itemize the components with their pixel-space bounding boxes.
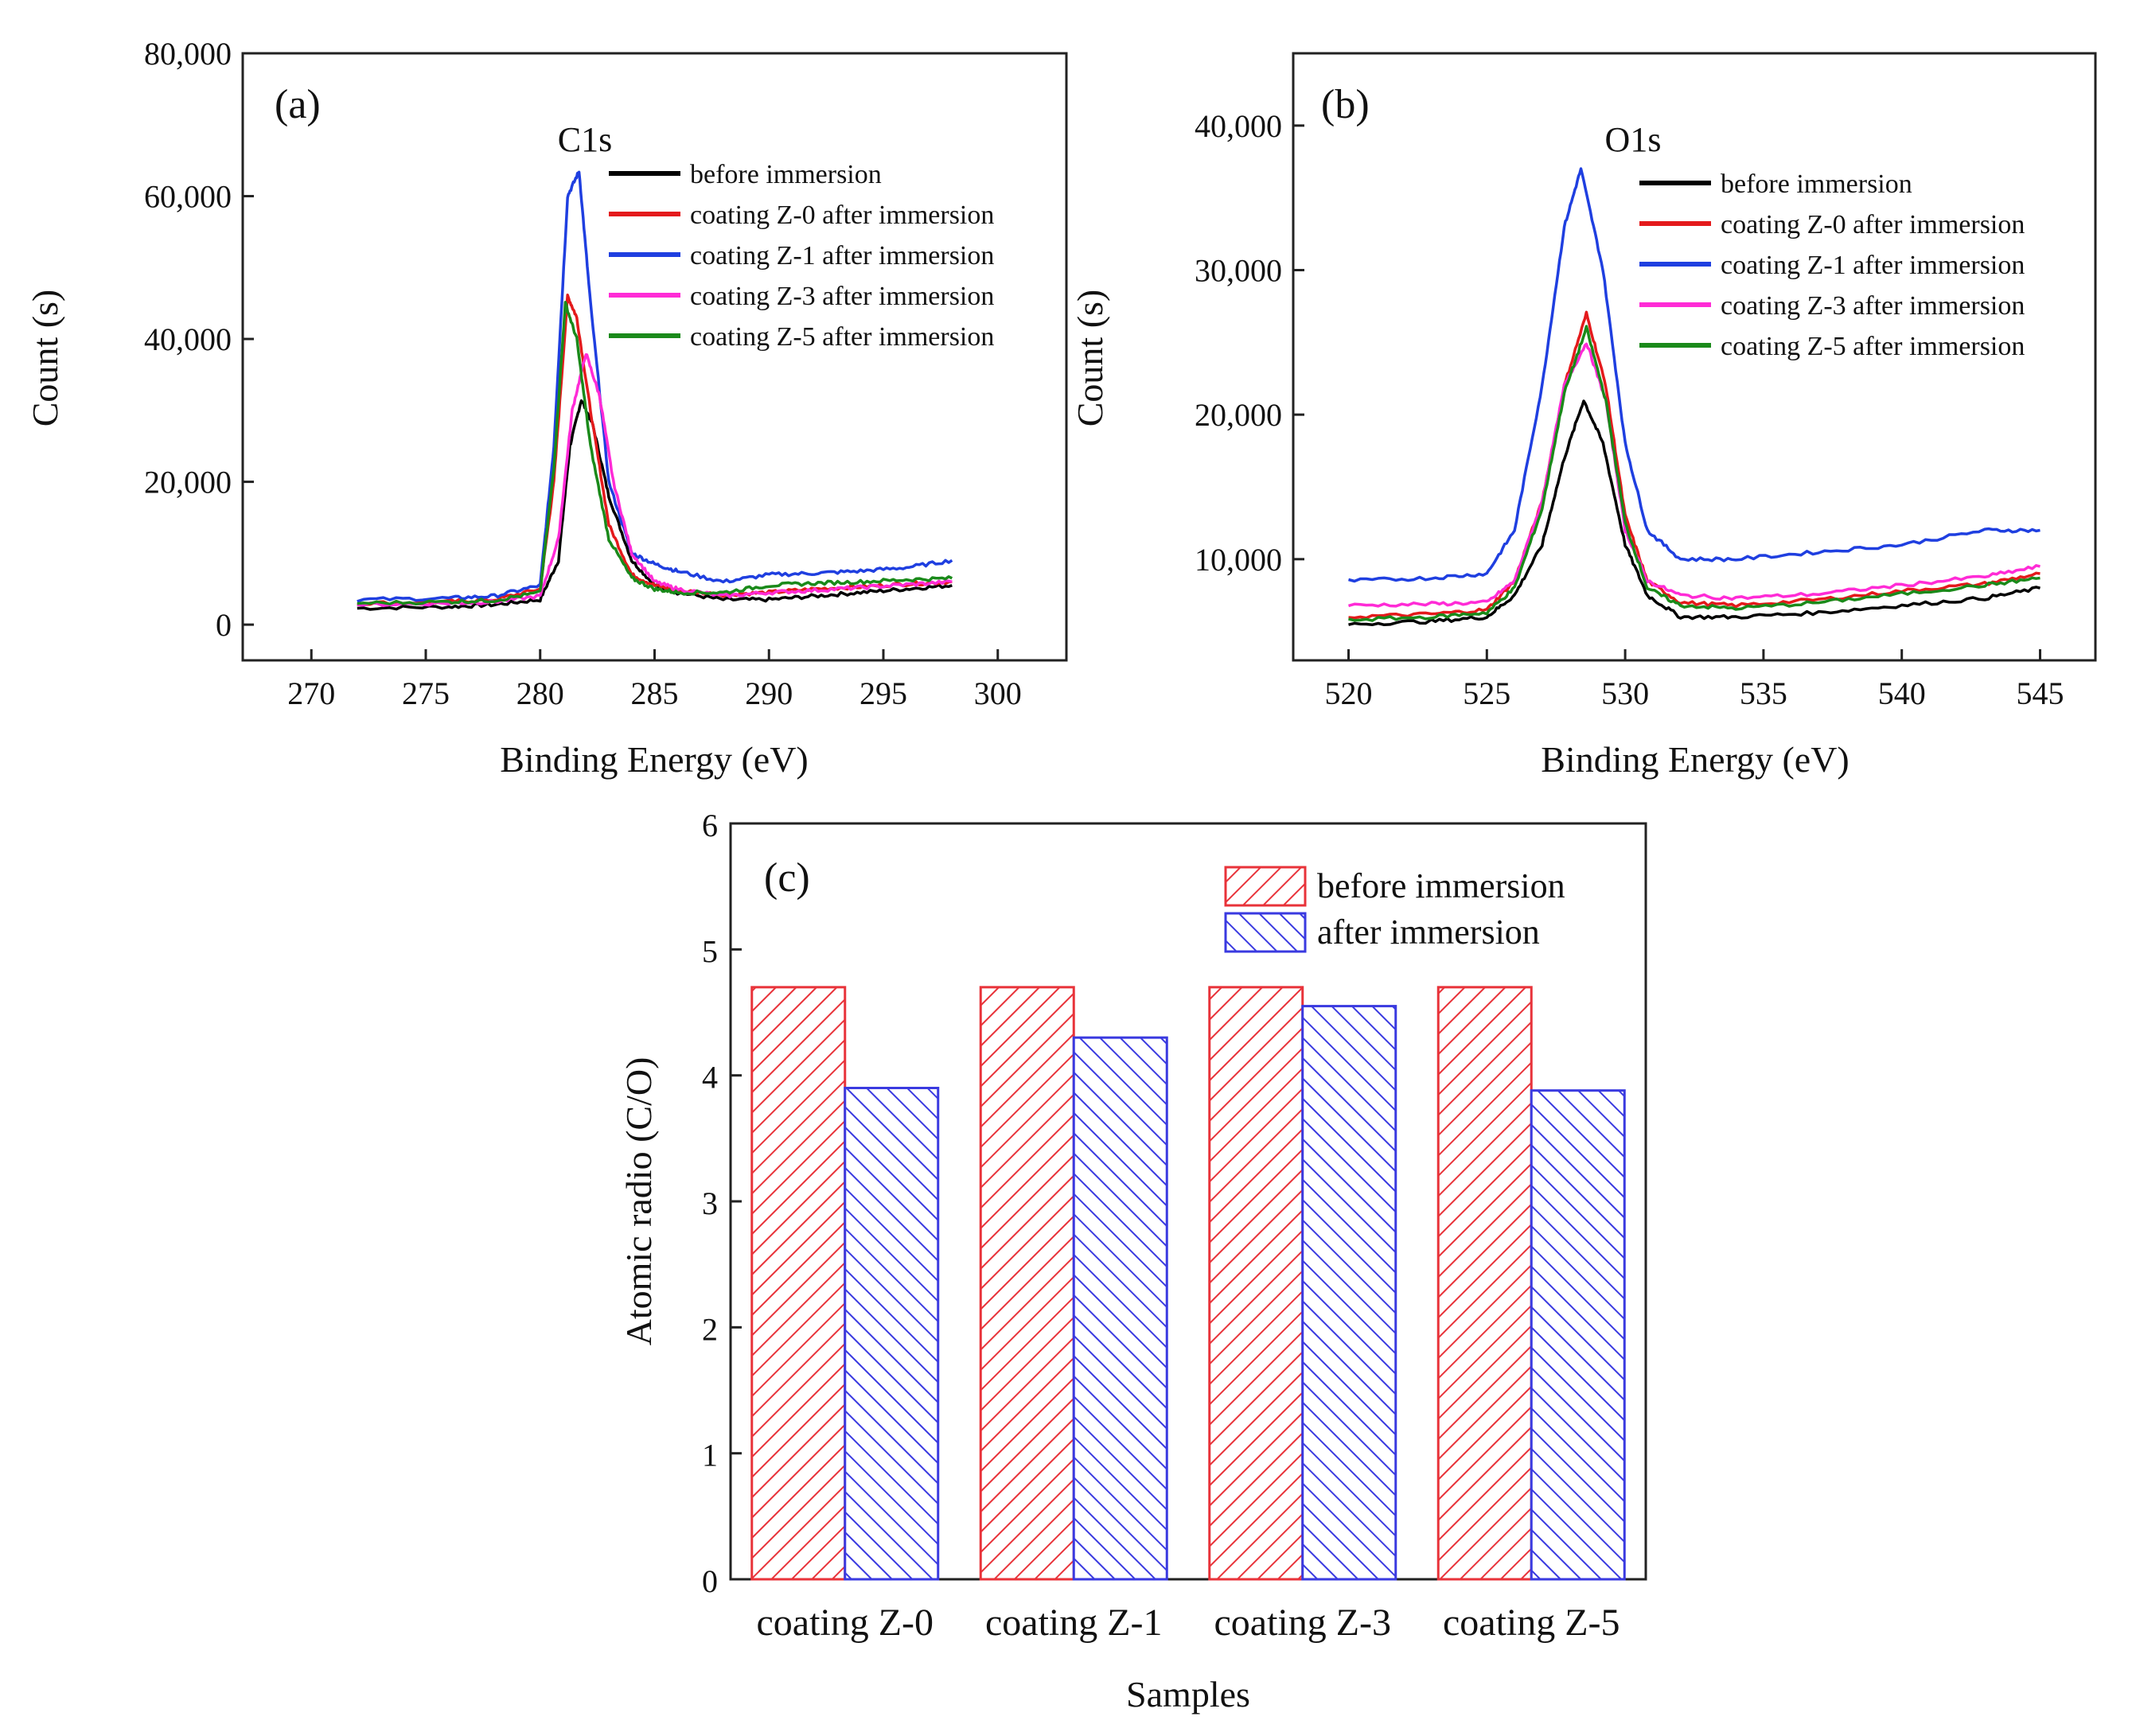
b-legend-label-coating-z-1-after-immersion: coating Z-1 after immersion [1721, 251, 2025, 280]
a-x-tick-label: 270 [287, 675, 335, 711]
a-series-coating-z-1-after-immersion [357, 170, 953, 603]
c-x-tick-label: coating Z-5 [1443, 1602, 1620, 1644]
panel-a-peak-annotation: C1s [558, 120, 612, 159]
b-legend-label-before-immersion: before immersion [1721, 169, 1912, 199]
c-y-tick-label: 4 [702, 1060, 718, 1096]
a-series-coating-z-3-after-immersion [357, 353, 953, 608]
panel-b-x-axis: 520 525 530 535 540 545 [1325, 649, 2064, 711]
panel-c-legend: before immersion after immersion [1224, 866, 1565, 953]
c-y-tick-label: 2 [702, 1311, 718, 1347]
panel-a-label: (a) [275, 82, 321, 127]
b-legend-label-coating-z-3-after-immersion: coating Z-3 after immersion [1721, 291, 2025, 321]
a-series-coating-z-0-after-immersion [357, 294, 953, 606]
panel-c-bars [750, 986, 1626, 1581]
c-bar-coating-z-3-before-immersion [1208, 986, 1304, 1581]
c-y-tick-label: 5 [702, 933, 718, 969]
panel-b-label: (b) [1321, 82, 1370, 127]
c-legend-swatch-after-immersion [1224, 912, 1307, 953]
panel-b-plot-frame [1292, 52, 2097, 662]
a-legend-label-coating-z-1-after-immersion: coating Z-1 after immersion [690, 241, 994, 271]
a-y-tick-label: 40,000 [144, 321, 232, 357]
b-y-tick-label: 20,000 [1195, 397, 1282, 433]
panel-b-o1s-spectrum: 520 525 530 535 540 545 10,000 20,000 30,000 40,… [1070, 52, 2097, 780]
a-series-before-immersion [357, 399, 953, 611]
a-x-tick-label: 280 [516, 675, 564, 711]
b-x-tick-label: 535 [1740, 675, 1787, 711]
b-y-tick-label: 30,000 [1195, 253, 1282, 289]
a-legend-label-before-immersion: before immersion [690, 160, 882, 189]
a-legend-label-coating-z-5-after-immersion: coating Z-5 after immersion [690, 322, 994, 352]
b-x-tick-label: 530 [1601, 675, 1649, 711]
c-y-tick-label: 3 [702, 1185, 718, 1221]
panel-b-peak-annotation: O1s [1605, 120, 1662, 159]
a-legend-label-coating-z-0-after-immersion: coating Z-0 after immersion [690, 200, 994, 230]
panel-c-x-axis-title: Samples [1126, 1674, 1250, 1715]
panel-c-x-axis: coating Z-0 coating Z-1 coating Z-3 coating… [756, 1602, 1620, 1644]
c-bar-coating-z-1-after-immersion [1072, 1036, 1168, 1581]
a-x-tick-label: 300 [974, 675, 1022, 711]
panel-b-y-axis: 10,000 20,000 30,000 40,000 [1195, 108, 1304, 578]
panel-c-label: (c) [764, 855, 810, 901]
a-legend-label-coating-z-3-after-immersion: coating Z-3 after immersion [690, 282, 994, 311]
c-bar-coating-z-5-before-immersion [1436, 986, 1533, 1581]
c-bar-coating-z-3-after-immersion [1301, 1005, 1397, 1581]
c-y-tick-label: 1 [702, 1438, 718, 1473]
c-y-tick-label: 0 [702, 1563, 718, 1599]
a-y-tick-label: 20,000 [144, 465, 232, 500]
panel-c-y-axis: 0 1 2 3 4 5 6 [702, 808, 742, 1599]
panel-a-y-axis: 0 20,000 40,000 60,000 80,000 [144, 36, 254, 643]
a-x-tick-label: 290 [745, 675, 793, 711]
c-legend-label-before-immersion: before immersion [1317, 866, 1565, 905]
panel-a-y-axis-title: Count (s) [25, 290, 65, 427]
b-y-tick-label: 10,000 [1195, 542, 1282, 578]
panel-c-y-axis-title: Atomic radio (C/O) [618, 1057, 659, 1346]
panel-a-series-lines [357, 170, 953, 611]
panel-a-legend: before immersion coating Z-0 after immers… [609, 160, 994, 352]
b-legend-label-coating-z-0-after-immersion: coating Z-0 after immersion [1721, 210, 2025, 239]
c-x-tick-label: coating Z-1 [985, 1602, 1163, 1644]
a-x-tick-label: 295 [859, 675, 907, 711]
panel-a-c1s-spectrum: 270 275 280 285 290 295 300 0 20,000 40,000 60,00… [25, 36, 1068, 780]
panel-b-legend: before immersion coating Z-0 after immers… [1639, 169, 2025, 361]
b-x-tick-label: 525 [1463, 675, 1510, 711]
a-y-tick-label: 80,000 [144, 36, 232, 72]
c-bar-coating-z-1-before-immersion [979, 986, 1075, 1581]
panel-a-plot-frame [241, 52, 1068, 662]
panel-b-y-axis-title: Count (s) [1070, 290, 1110, 427]
b-x-tick-label: 540 [1878, 675, 1926, 711]
b-x-tick-label: 545 [2016, 675, 2064, 711]
panel-a-x-axis-title: Binding Energy (eV) [500, 739, 809, 780]
c-bar-coating-z-0-before-immersion [750, 986, 847, 1581]
c-bar-coating-z-5-after-immersion [1530, 1089, 1626, 1581]
b-series-coating-z-5-after-immersion [1348, 325, 2041, 622]
b-legend-label-coating-z-5-after-immersion: coating Z-5 after immersion [1721, 332, 2025, 361]
c-y-tick-label: 6 [702, 808, 718, 843]
a-x-tick-label: 275 [402, 675, 450, 711]
c-legend-swatch-before-immersion [1224, 866, 1307, 907]
a-series-coating-z-5-after-immersion [357, 301, 953, 606]
c-legend-label-after-immersion: after immersion [1317, 913, 1540, 952]
b-series-before-immersion [1348, 399, 2041, 627]
panel-b-x-axis-title: Binding Energy (eV) [1541, 739, 1850, 780]
c-x-tick-label: coating Z-3 [1214, 1602, 1391, 1644]
panel-a-x-axis: 270 275 280 285 290 295 300 [287, 649, 1022, 711]
c-x-tick-label: coating Z-0 [756, 1602, 934, 1644]
panel-b-series-lines [1348, 167, 2041, 627]
b-y-tick-label: 40,000 [1195, 108, 1282, 144]
c-bar-coating-z-0-after-immersion [844, 1087, 940, 1581]
a-y-tick-label: 60,000 [144, 179, 232, 215]
a-y-tick-label: 0 [216, 607, 232, 643]
b-series-coating-z-3-after-immersion [1348, 342, 2041, 608]
b-x-tick-label: 520 [1325, 675, 1373, 711]
b-series-coating-z-1-after-immersion [1348, 167, 2041, 583]
a-x-tick-label: 285 [631, 675, 679, 711]
